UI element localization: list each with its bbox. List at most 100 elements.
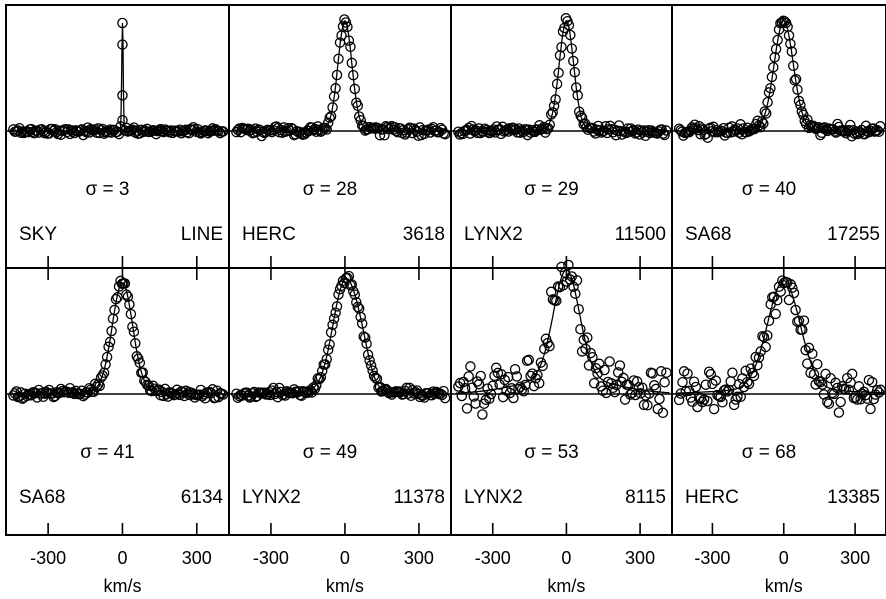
data-point <box>130 338 141 349</box>
data-point <box>760 341 771 353</box>
data-point <box>871 384 883 396</box>
data-point <box>732 391 743 403</box>
data-point <box>499 374 511 386</box>
data-point <box>556 261 567 273</box>
data-point <box>496 368 507 380</box>
data-point <box>117 90 128 101</box>
data-point <box>588 377 600 389</box>
data-point <box>554 50 566 61</box>
data-point <box>759 106 770 117</box>
data-point <box>110 293 122 305</box>
sigma-label: σ = 53 <box>524 442 579 463</box>
data-point <box>717 397 728 408</box>
data-point <box>259 387 270 398</box>
data-point <box>768 291 780 303</box>
x-tick-label: 0 <box>779 548 789 568</box>
data-point <box>682 368 693 379</box>
data-point <box>678 366 690 377</box>
data-point <box>315 372 327 383</box>
object-number: LINE <box>181 224 223 245</box>
data-point <box>763 87 775 98</box>
data-point <box>352 100 364 112</box>
data-point <box>458 376 469 388</box>
panel-herc-3618: σ = 28 HERC 3618 <box>228 4 452 280</box>
fit-curve <box>676 279 884 394</box>
data-point <box>631 376 643 387</box>
data-point <box>327 102 338 113</box>
data-point <box>122 291 134 302</box>
panel-lynx2-11500: σ = 29 LYNX2 11500 <box>450 4 673 280</box>
data-point <box>265 389 276 401</box>
data-point <box>325 327 337 338</box>
data-point <box>822 396 833 408</box>
data-point <box>143 380 154 391</box>
data-point <box>742 376 753 388</box>
x-axis-title: km/s <box>326 576 364 596</box>
data-point <box>830 377 841 389</box>
sigma-label: σ = 40 <box>742 179 797 200</box>
data-point <box>790 304 801 316</box>
data-point <box>343 35 355 46</box>
data-point <box>828 388 840 400</box>
data-point <box>843 384 855 395</box>
data-point <box>40 386 52 398</box>
data-point <box>659 377 670 388</box>
data-point <box>650 383 662 395</box>
data-point <box>355 311 366 323</box>
object-number: 11500 <box>615 224 666 245</box>
data-point <box>563 19 575 31</box>
panel-grid: σ = 3 SKY LINE σ = 28 HERC 3618 σ = 29 LYNX2 115… <box>5 4 886 536</box>
data-point <box>509 363 521 375</box>
object-number: 3618 <box>403 224 445 245</box>
data-point <box>655 366 667 377</box>
data-point <box>654 393 665 405</box>
panel-sky-line: σ = 3 SKY LINE <box>5 4 230 280</box>
data-point <box>92 379 104 390</box>
data-point <box>600 121 611 132</box>
data-point <box>571 275 583 286</box>
object-number: 8115 <box>625 487 666 508</box>
data-point <box>788 60 799 72</box>
data-point <box>735 391 746 403</box>
data-point <box>121 289 132 300</box>
data-point <box>680 386 692 397</box>
data-point <box>308 382 319 393</box>
data-point <box>104 336 116 348</box>
data-point <box>351 296 362 308</box>
data-point <box>565 29 576 41</box>
data-point <box>807 348 818 360</box>
data-point <box>843 124 855 136</box>
data-point <box>614 360 626 371</box>
object-number: 13385 <box>827 487 880 508</box>
data-point <box>569 66 581 78</box>
data-point <box>606 377 617 389</box>
data-point <box>544 340 555 352</box>
data-point <box>321 124 332 135</box>
field-label: HERC <box>685 487 739 508</box>
data-point <box>468 391 480 402</box>
data-point <box>752 359 763 371</box>
data-point <box>97 370 108 381</box>
data-point <box>319 359 331 370</box>
data-point <box>358 331 369 342</box>
data-point <box>758 118 769 129</box>
data-point <box>803 342 815 354</box>
data-point <box>377 385 389 397</box>
data-point <box>709 127 721 138</box>
data-point <box>137 367 149 378</box>
x-tick-label: 0 <box>561 548 571 568</box>
data-point <box>155 123 166 135</box>
data-point <box>812 358 823 370</box>
data-point <box>673 394 685 406</box>
data-point <box>346 279 358 290</box>
data-point <box>362 349 374 360</box>
data-point <box>575 323 586 335</box>
data-point <box>349 83 361 95</box>
data-point <box>837 125 849 136</box>
data-point <box>542 337 553 349</box>
sigma-label: σ = 29 <box>524 179 579 200</box>
data-point <box>604 356 615 367</box>
data-point <box>783 294 795 306</box>
data-point <box>659 129 670 141</box>
